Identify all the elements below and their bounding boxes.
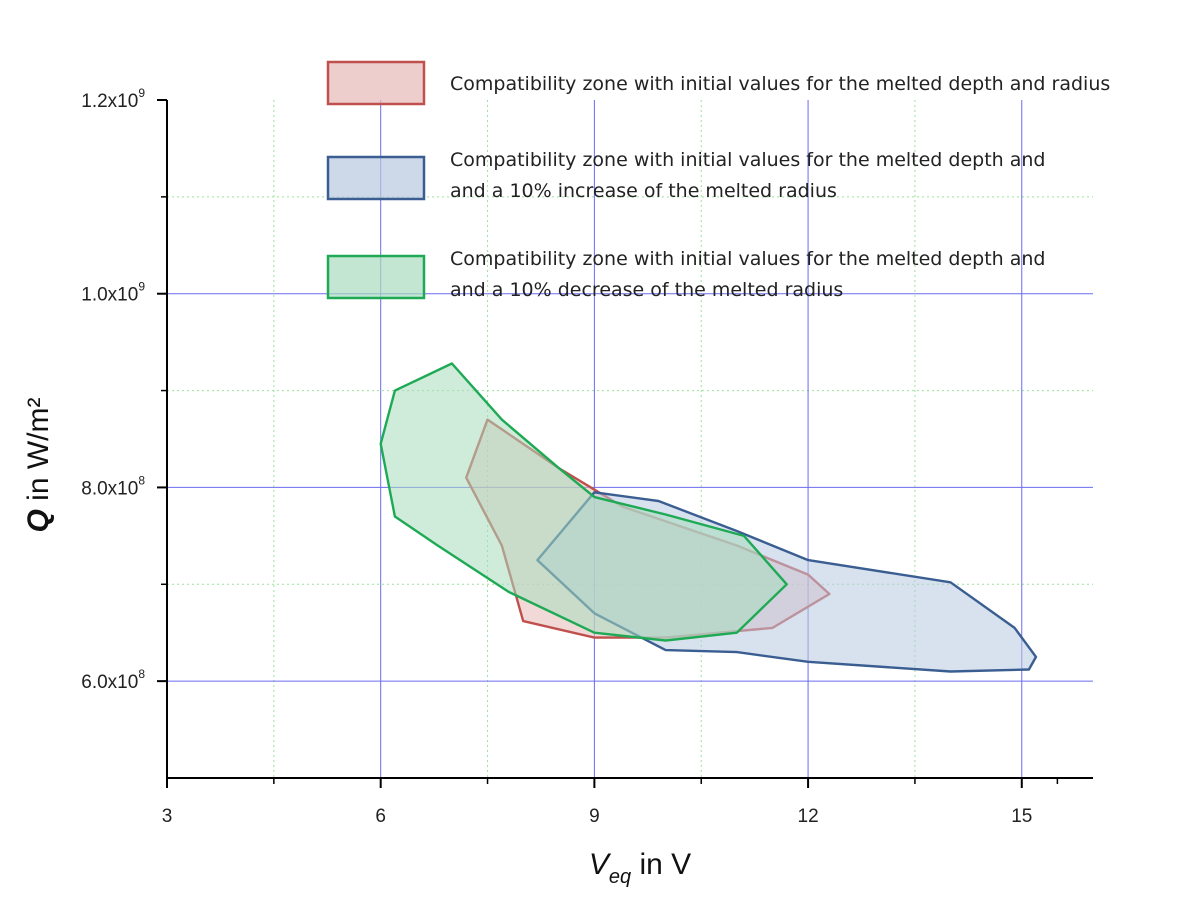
zone-radius-increase-legend-label: Compatibility zone with initial values f… xyxy=(450,149,1046,171)
zone-initial-legend-swatch xyxy=(326,60,426,106)
zone-radius-decrease-legend-label: Compatibility zone with initial values f… xyxy=(450,248,1046,270)
x-axis-title-sub: eq xyxy=(609,866,631,888)
y-axis-title: Q in W/m² xyxy=(22,397,55,532)
zone-radius-increase-legend-swatch xyxy=(326,155,426,201)
y-axis-title-main: Q xyxy=(22,509,55,532)
y-tick-label: 1.0x109 xyxy=(81,280,145,306)
zone-radius-increase-legend-label: and a 10% increase of the melted radius xyxy=(450,180,837,202)
x-tick-label: 9 xyxy=(589,806,600,827)
x-tick-label: 3 xyxy=(162,806,173,827)
legend: Compatibility zone with initial values f… xyxy=(326,60,1110,301)
y-axis-title-rest: in W/m² xyxy=(22,397,55,509)
zone-radius-decrease-legend-swatch xyxy=(326,254,426,300)
zone-radius-decrease-legend-label: and a 10% decrease of the melted radius xyxy=(450,279,843,301)
x-tick-label: 15 xyxy=(1011,806,1032,827)
x-axis-title-main: V xyxy=(589,848,612,881)
x-tick-label: 12 xyxy=(798,806,819,827)
x-axis-title: Veq in V xyxy=(589,848,691,888)
x-ticks: 3 6 9 12 15 xyxy=(162,778,1059,827)
axes xyxy=(166,100,1093,779)
x-tick-label: 6 xyxy=(375,806,386,827)
x-axis-title-rest: in V xyxy=(631,848,691,881)
y-tick-label: 8.0x108 xyxy=(81,473,145,499)
zone-radius-decrease-area xyxy=(379,362,788,642)
zone-initial-legend-label: Compatibility zone with initial values f… xyxy=(450,73,1110,95)
zones xyxy=(379,362,1038,673)
y-ticks: 6.0x108 8.0x108 1.0x109 1.2x109 xyxy=(81,86,167,693)
y-tick-label: 1.2x109 xyxy=(81,86,145,112)
y-tick-label: 6.0x108 xyxy=(81,667,145,693)
